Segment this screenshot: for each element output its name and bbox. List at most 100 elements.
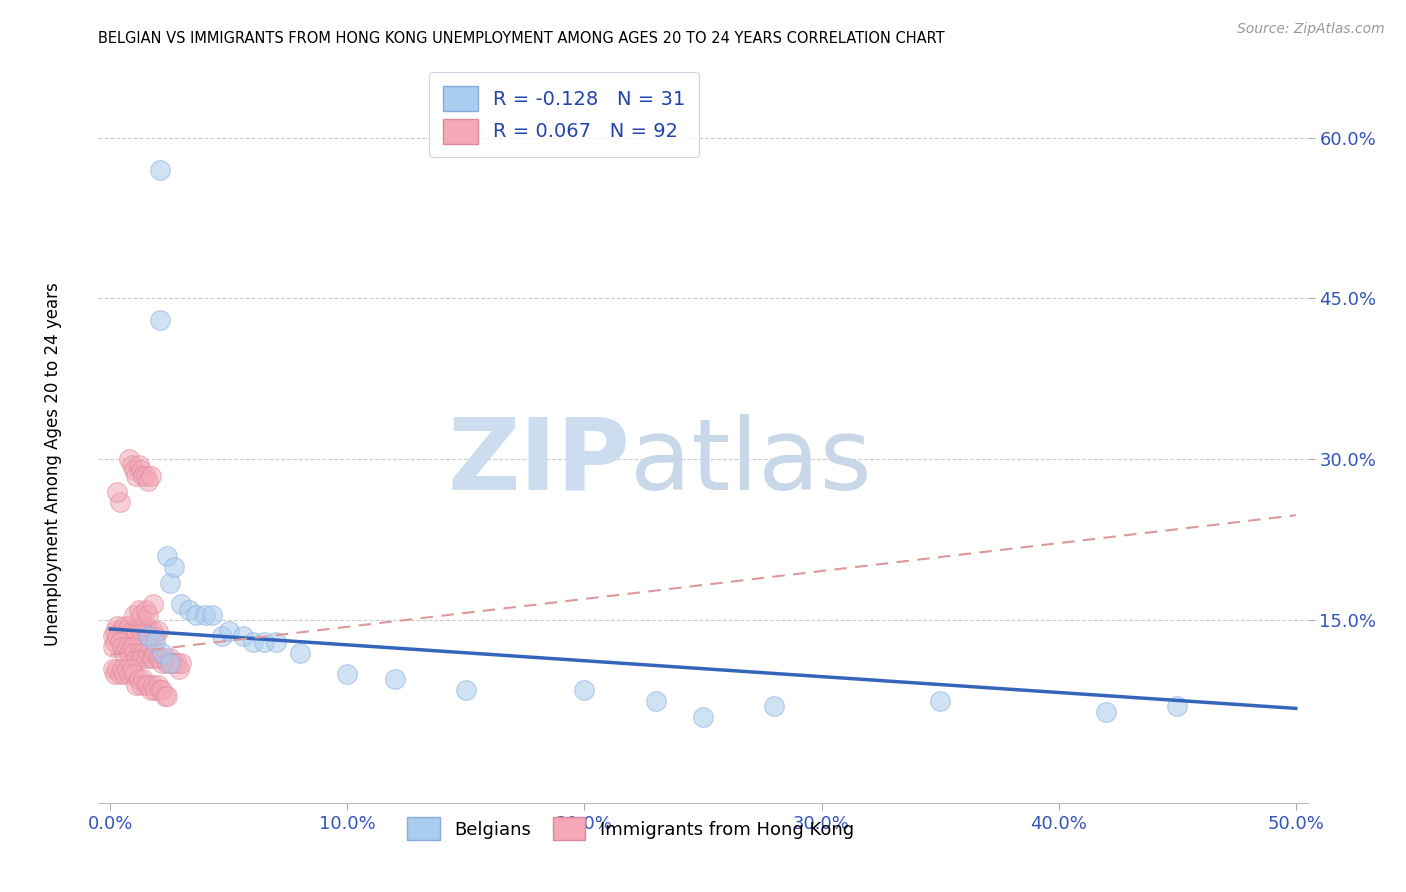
Point (184, 607, 207, 622)
Point (125, 651, 148, 665)
Point (152, 646, 174, 660)
Point (139, 630, 162, 644)
Point (454, 683, 477, 698)
Point (121, 640, 143, 655)
Point (128, 458, 150, 472)
Point (156, 549, 179, 563)
Point (135, 602, 157, 616)
Point (132, 619, 155, 633)
Point (118, 646, 141, 660)
Point (132, 646, 155, 660)
Point (201, 607, 224, 622)
Point (136, 678, 159, 692)
Point (156, 657, 179, 671)
Point (129, 607, 152, 622)
Point (136, 624, 159, 639)
Point (129, 624, 152, 639)
Point (108, 635, 131, 649)
Point (143, 630, 166, 644)
Point (125, 678, 148, 692)
Point (153, 689, 176, 703)
Point (139, 468, 162, 483)
Point (135, 678, 157, 692)
Legend: Belgians, Immigrants from Hong Kong: Belgians, Immigrants from Hong Kong (398, 808, 863, 849)
Point (128, 673, 150, 687)
Point (105, 662, 128, 676)
Point (136, 630, 159, 644)
Point (574, 683, 596, 698)
Point (118, 667, 141, 681)
Text: ZIP: ZIP (447, 414, 630, 511)
Point (218, 624, 240, 639)
Point (121, 458, 143, 472)
Point (132, 468, 155, 483)
Point (159, 651, 181, 665)
Text: BELGIAN VS IMMIGRANTS FROM HONG KONG UNEMPLOYMENT AMONG AGES 20 TO 24 YEARS CORR: BELGIAN VS IMMIGRANTS FROM HONG KONG UNE… (98, 31, 945, 46)
Point (121, 662, 143, 676)
Point (170, 597, 193, 611)
Point (159, 575, 181, 590)
Point (105, 630, 128, 644)
Point (142, 597, 165, 611)
Point (104, 635, 127, 649)
Point (142, 624, 165, 639)
Point (163, 559, 186, 574)
Point (163, 657, 186, 671)
Point (136, 607, 159, 622)
Point (105, 619, 128, 633)
Point (167, 662, 190, 676)
Point (139, 651, 162, 665)
Point (115, 640, 138, 655)
Point (114, 619, 136, 633)
Point (149, 313, 172, 327)
Point (122, 607, 145, 622)
Point (149, 162, 172, 177)
Point (108, 667, 131, 681)
Point (128, 619, 150, 633)
Point (143, 646, 166, 660)
Point (1166, 699, 1188, 714)
Point (136, 646, 159, 660)
Point (114, 646, 136, 660)
Point (104, 667, 127, 681)
Point (152, 683, 174, 698)
Point (118, 619, 141, 633)
Text: Unemployment Among Ages 20 to 24 years: Unemployment Among Ages 20 to 24 years (45, 282, 62, 646)
Point (132, 673, 155, 687)
Point (115, 624, 138, 639)
Point (692, 710, 714, 724)
Point (122, 667, 145, 681)
Point (142, 678, 165, 692)
Point (929, 694, 952, 708)
Point (139, 683, 162, 698)
Point (115, 662, 138, 676)
Point (211, 630, 233, 644)
Point (384, 673, 406, 687)
Point (125, 624, 148, 639)
Point (1095, 705, 1118, 719)
Point (146, 651, 169, 665)
Point (170, 657, 193, 671)
Point (125, 468, 148, 483)
Point (135, 619, 157, 633)
Point (111, 662, 134, 676)
Point (644, 694, 666, 708)
Point (101, 640, 124, 655)
Point (149, 651, 172, 665)
Point (135, 468, 157, 483)
Point (159, 657, 181, 671)
Point (288, 646, 311, 660)
Point (136, 474, 159, 488)
Point (129, 678, 152, 692)
Point (135, 651, 157, 665)
Point (166, 657, 188, 671)
Point (336, 667, 359, 681)
Point (114, 667, 136, 681)
Point (146, 678, 169, 692)
Point (153, 651, 176, 665)
Point (142, 651, 165, 665)
Text: atlas: atlas (630, 414, 872, 511)
Point (129, 651, 152, 665)
Point (122, 463, 145, 477)
Point (232, 630, 254, 644)
